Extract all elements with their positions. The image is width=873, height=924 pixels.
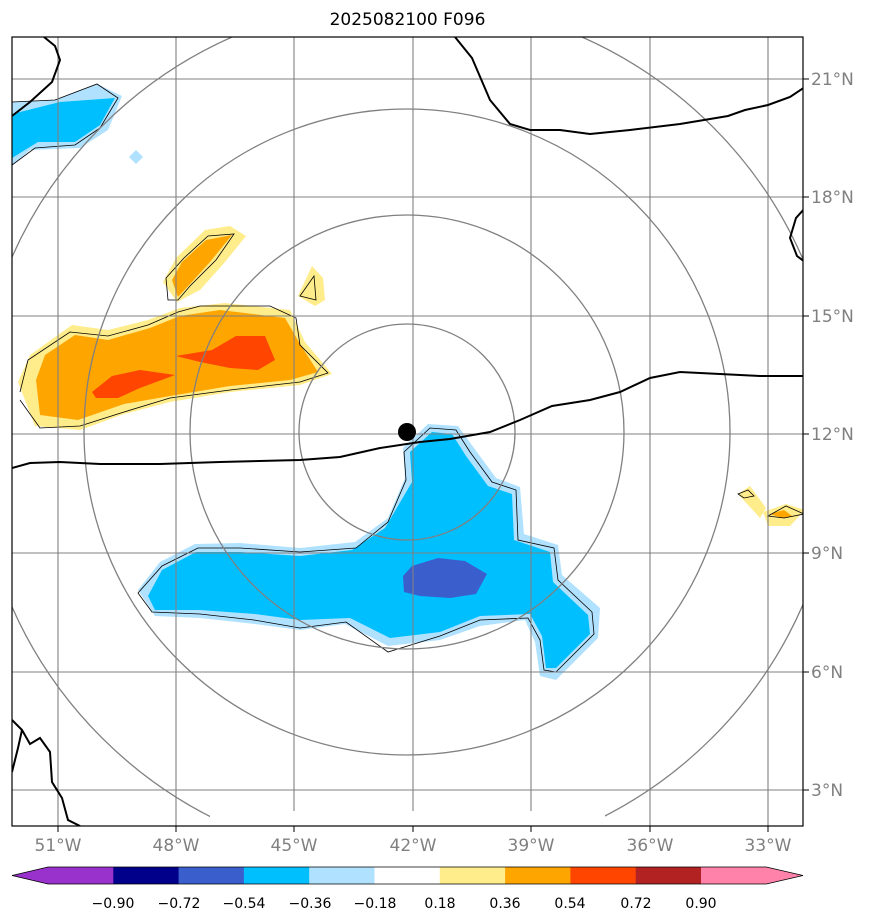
lon-label: 39°W [508,836,555,856]
lon-label: 51°W [35,836,82,856]
colorbar-label: −0.36 [289,896,332,912]
colorbar-segment [635,867,702,884]
storm-center-marker [398,423,416,441]
colorbar-extend-high [766,867,803,884]
lat-label: 3°N [811,781,843,801]
colorbar-segment [701,867,767,884]
field-neg-mid-nw [12,98,115,158]
colorbar-label: −0.54 [223,896,266,912]
field-pos-strong-west-a [92,370,175,398]
range-ring-3 [83,108,731,756]
coastline-sw [12,719,81,826]
colorbar-label: 0.18 [424,896,455,912]
contour-east-b [766,505,803,519]
coastline-ne [788,208,803,262]
range-ring-2 [189,214,625,650]
colorbar-label: −0.90 [92,896,135,912]
contour-small-cell [299,274,317,301]
colorbar-label: 0.54 [554,896,585,912]
lat-labels: 21°N 18°N 15°N 12°N 9°N 6°N 3°N [811,70,854,801]
colorbar-label: −0.72 [158,896,201,912]
map-border [11,36,804,827]
map-title: 2025082100 F096 [329,10,486,30]
colorbar [11,866,804,885]
colorbar-segment [505,867,571,884]
colorbar-labels: −0.90 −0.72 −0.54 −0.36 −0.18 0.18 0.36 … [92,896,717,912]
lat-label: 12°N [811,425,854,445]
coastline-north [454,37,803,136]
field-pos-strong-west-b [176,336,275,370]
colorbar-segment [439,867,506,884]
ring-gap [210,811,605,827]
shaded-fields [12,84,803,680]
colorbar-segment [374,867,441,884]
graticule [12,37,803,826]
lon-label: 42°W [390,836,437,856]
contour-south-blob [137,427,595,673]
lat-label: 21°N [811,70,854,90]
colorbar-label: 0.90 [685,896,716,912]
field-pos-east-c [770,510,792,518]
range-ring-1 [298,323,516,541]
lon-labels: 51°W 48°W 45°W 42°W 39°W 36°W 33°W [35,836,792,856]
field-pos-east-a [738,486,766,518]
colorbar-label: 0.36 [489,896,520,912]
field-neg-dot [129,150,143,164]
lat-label: 18°N [811,188,854,208]
colorbar-outline [11,866,804,885]
coastline-nw [12,37,62,117]
itcz-line [12,370,803,469]
colorbar-segment [178,867,245,884]
colorbar-segment [309,867,375,884]
range-rings [12,37,803,826]
lat-label: 6°N [811,663,843,683]
thin-contours [12,83,803,673]
contour-east-a [737,489,755,499]
contour-upper-cell [165,233,235,301]
contour-west-band [19,305,329,429]
colorbar-segment [48,867,114,884]
lon-label: 48°W [153,836,200,856]
lat-ticks [803,78,809,791]
colorbar-segment [570,867,637,884]
colorbar-segment [113,867,180,884]
range-ring-4 [12,37,803,826]
lon-label: 36°W [627,836,674,856]
colorbar-label: 0.72 [620,896,651,912]
colorbar-label: −0.18 [354,896,397,912]
lat-label: 9°N [811,544,843,564]
colorbar-segment [243,867,310,884]
field-neg-strong-south [403,558,487,598]
colorbar-extend-low [12,867,48,884]
field-neg-mid-south [148,432,590,668]
lat-label: 15°N [811,307,854,327]
lon-label: 45°W [271,836,318,856]
coastlines [12,37,803,826]
contour-nw [12,83,119,166]
lon-label: 33°W [745,836,792,856]
lon-ticks [57,826,769,832]
field-pos-small-cell [298,266,325,306]
field-pos-mid-upper [172,235,232,297]
